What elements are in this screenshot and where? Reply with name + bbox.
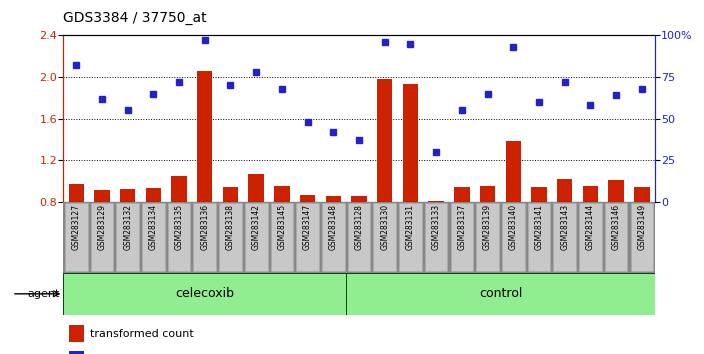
Text: GSM283128: GSM283128 (355, 204, 363, 250)
Text: GSM283135: GSM283135 (175, 204, 184, 250)
Bar (219, 203, 241, 271)
Bar (557, 179, 572, 202)
Text: agent: agent (27, 289, 60, 299)
Text: GSM283144: GSM283144 (586, 204, 595, 250)
Bar (583, 186, 598, 202)
Bar (403, 84, 418, 202)
Text: GSM283143: GSM283143 (560, 204, 570, 250)
Text: GSM283139: GSM283139 (483, 204, 492, 250)
Bar (222, 187, 238, 202)
Text: GSM283149: GSM283149 (637, 204, 646, 250)
Bar (326, 195, 341, 202)
Text: GSM283140: GSM283140 (509, 204, 518, 250)
Text: GDS3384 / 37750_at: GDS3384 / 37750_at (63, 11, 207, 25)
Text: GSM283130: GSM283130 (380, 204, 389, 250)
Bar (579, 203, 602, 271)
Bar (399, 203, 422, 271)
Bar (69, 325, 84, 342)
Text: transformed count: transformed count (90, 329, 194, 339)
Bar (69, 352, 84, 354)
Text: GSM283146: GSM283146 (612, 204, 621, 250)
Bar (348, 203, 370, 271)
Bar (425, 203, 448, 271)
Text: GSM283148: GSM283148 (329, 204, 338, 250)
Text: GSM283145: GSM283145 (277, 204, 287, 250)
Text: GSM283141: GSM283141 (534, 204, 543, 250)
Text: GSM283131: GSM283131 (406, 204, 415, 250)
Bar (351, 195, 367, 202)
Bar (296, 203, 319, 271)
Text: GSM283138: GSM283138 (226, 204, 235, 250)
Bar (631, 203, 653, 271)
Bar (168, 203, 190, 271)
Bar (528, 203, 551, 271)
Bar (91, 203, 113, 271)
Bar (146, 188, 161, 202)
Bar (532, 187, 547, 202)
Text: celecoxib: celecoxib (175, 287, 234, 300)
Bar (142, 203, 165, 271)
Bar (116, 203, 139, 271)
Text: GSM283136: GSM283136 (200, 204, 209, 250)
Text: GSM283147: GSM283147 (303, 204, 312, 250)
Bar (274, 186, 289, 202)
Text: GSM283142: GSM283142 (252, 204, 260, 250)
Bar (94, 190, 110, 202)
Bar (65, 203, 87, 271)
Text: control: control (479, 287, 522, 300)
Bar (63, 273, 346, 315)
Bar (346, 273, 655, 315)
Text: GSM283134: GSM283134 (149, 204, 158, 250)
Bar (553, 203, 576, 271)
Text: GSM283127: GSM283127 (72, 204, 81, 250)
Bar (249, 174, 264, 202)
Bar (605, 203, 627, 271)
Bar (429, 201, 444, 202)
Bar (322, 203, 345, 271)
Text: GSM283132: GSM283132 (123, 204, 132, 250)
Bar (245, 203, 268, 271)
Bar (197, 71, 213, 202)
Bar (300, 194, 315, 202)
Bar (194, 203, 216, 271)
Text: GSM283137: GSM283137 (458, 204, 466, 250)
Bar (373, 203, 396, 271)
Bar (634, 187, 650, 202)
Bar (377, 79, 392, 202)
Bar (505, 142, 521, 202)
Text: GSM283129: GSM283129 (97, 204, 106, 250)
Bar (477, 203, 499, 271)
Bar (68, 184, 84, 202)
Bar (454, 187, 470, 202)
Bar (608, 180, 624, 202)
Bar (480, 186, 496, 202)
Bar (451, 203, 473, 271)
Text: GSM283133: GSM283133 (432, 204, 441, 250)
Bar (270, 203, 294, 271)
Bar (120, 189, 135, 202)
Bar (502, 203, 524, 271)
Bar (171, 176, 187, 202)
